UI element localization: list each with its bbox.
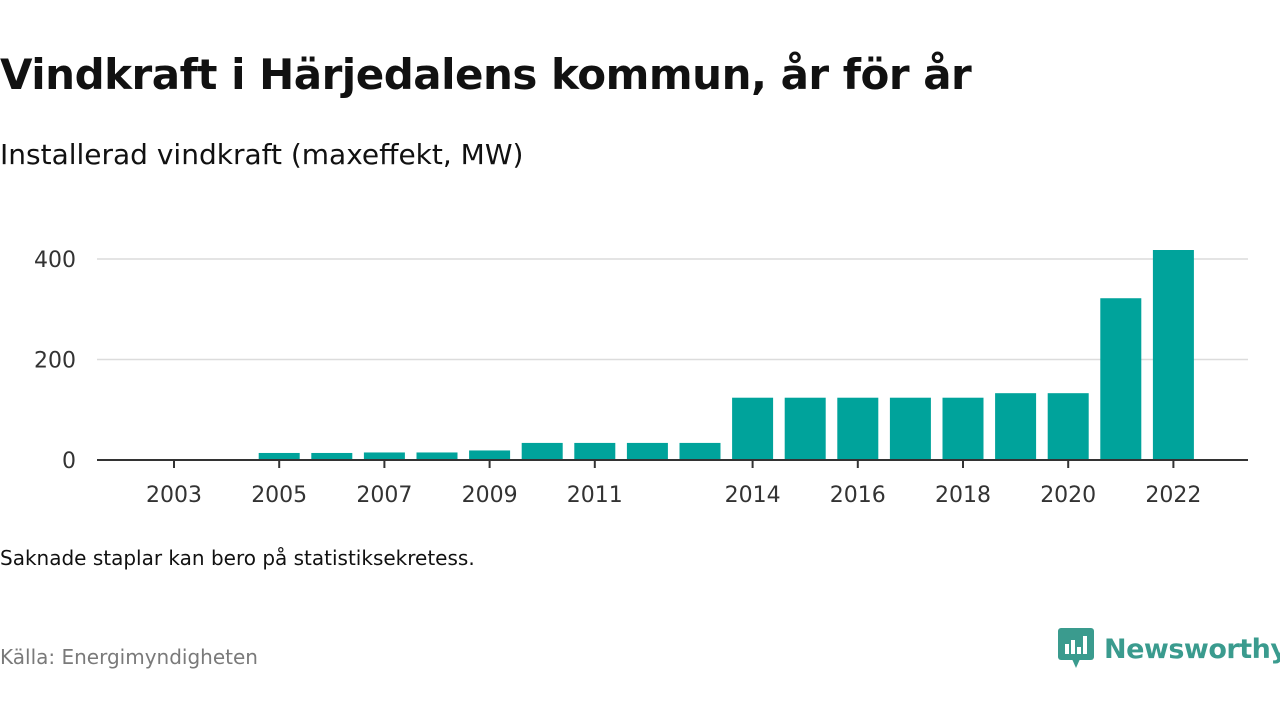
chart-subtitle: Installerad vindkraft (maxeffekt, MW) [0, 138, 524, 171]
bar-2009 [469, 450, 511, 460]
x-tick-label: 2014 [725, 483, 781, 508]
x-tick-label: 2016 [830, 483, 886, 508]
bar-2019 [995, 393, 1037, 460]
x-tick-label: 2009 [462, 483, 518, 508]
bar-2022 [1152, 250, 1194, 460]
bar-2015 [784, 397, 826, 460]
gridlines [97, 258, 1248, 361]
footnote: Saknade staplar kan bero på statistiksek… [0, 546, 475, 570]
bar-2014 [732, 397, 774, 460]
chart-title: Vindkraft i Härjedalens kommun, år för å… [0, 50, 972, 99]
y-tick-label: 200 [34, 349, 76, 374]
x-tick-label: 2011 [567, 483, 623, 508]
bar-2018 [942, 397, 984, 460]
y-tick-label: 400 [34, 248, 76, 273]
bar-2020 [1047, 393, 1089, 460]
source-credit: Källa: Energimyndigheten [0, 645, 258, 669]
y-tick-label: 0 [62, 449, 76, 474]
brand-logo[interactable]: Newsworthy [1058, 628, 1280, 670]
bars [258, 250, 1194, 460]
bar-2006 [311, 452, 353, 460]
x-tick-label: 2005 [251, 483, 307, 508]
bar-2016 [837, 397, 879, 460]
bar-2012 [626, 442, 668, 460]
bar-chart-speech-bubble-icon [1058, 628, 1094, 668]
bar-2010 [521, 442, 563, 460]
x-tick-label: 2003 [146, 483, 202, 508]
bar-2007 [363, 452, 405, 460]
bar-2011 [574, 442, 616, 460]
x-tick-label: 2022 [1145, 483, 1201, 508]
x-tick-label: 2018 [935, 483, 991, 508]
bar-2017 [889, 397, 931, 460]
axes: 0 200 400 2003 2005 2007 2009 2011 2014 2016 2018 2… [34, 248, 1248, 508]
bar-2005 [258, 452, 300, 460]
brand-name: Newsworthy [1104, 633, 1280, 665]
bar-2013 [679, 442, 721, 460]
x-tick-label: 2020 [1040, 483, 1096, 508]
x-tick-label: 2007 [356, 483, 412, 508]
bar-2008 [416, 452, 458, 460]
bar-2021 [1100, 298, 1142, 460]
